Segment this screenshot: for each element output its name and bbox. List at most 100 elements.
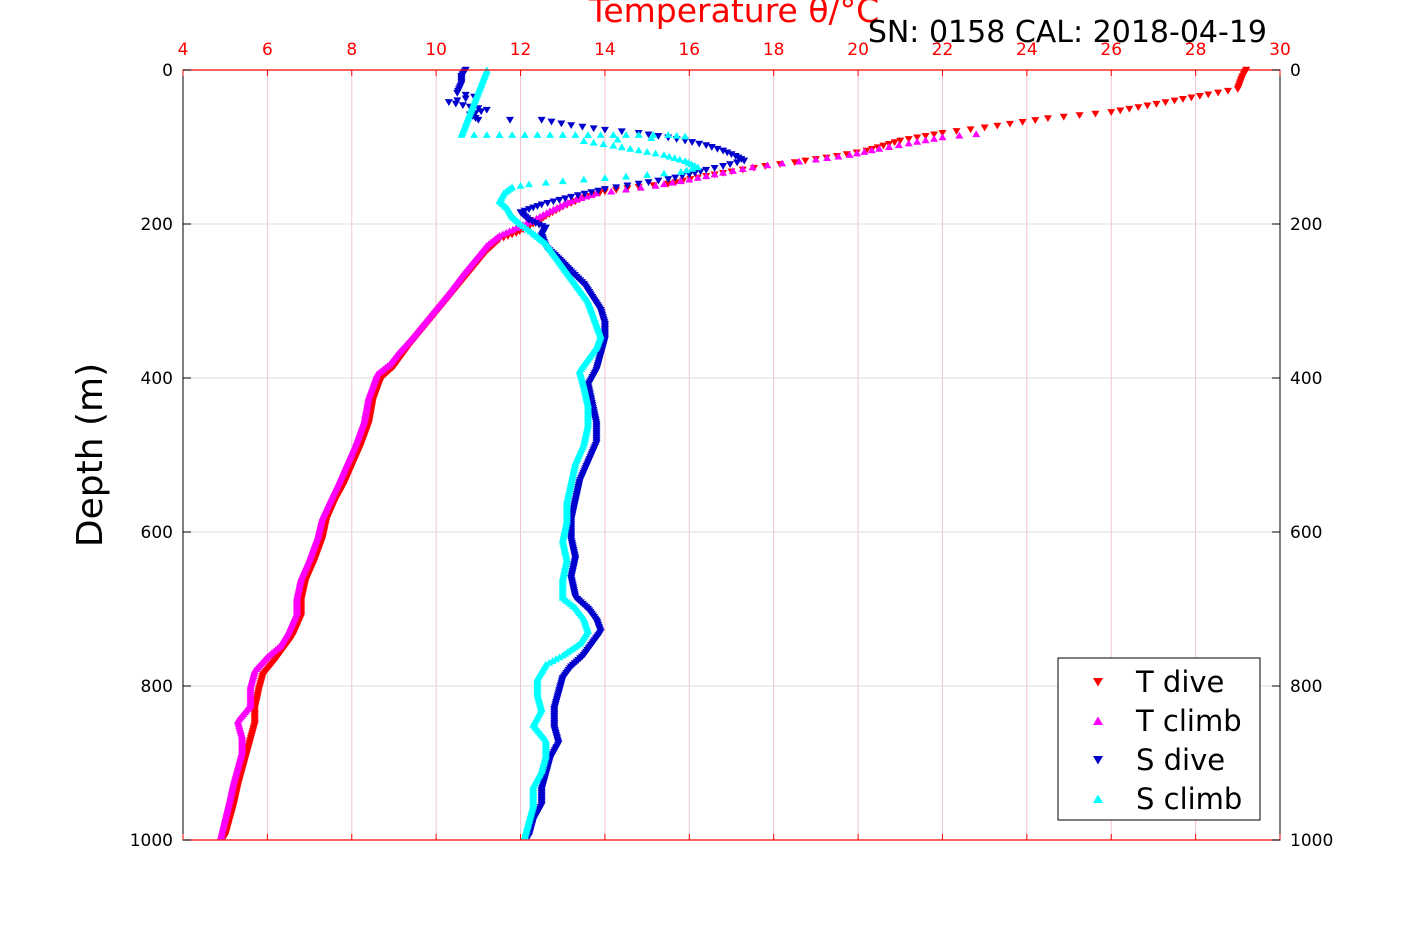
data-point	[710, 170, 719, 178]
data-point	[594, 187, 603, 195]
x-tick-label: 30	[1269, 40, 1291, 60]
data-point	[1214, 89, 1223, 97]
legend-marker	[1093, 716, 1103, 725]
data-point	[537, 116, 546, 124]
x-tick-label: 20	[847, 40, 869, 60]
data-point	[659, 180, 668, 188]
data-point	[644, 131, 653, 139]
data-point	[1161, 99, 1170, 107]
data-point	[670, 154, 679, 161]
data-point	[778, 159, 787, 167]
data-point	[634, 131, 643, 138]
data-point	[571, 131, 580, 138]
data-point	[543, 200, 552, 207]
data-point	[702, 172, 711, 180]
data-point	[596, 131, 605, 138]
data-point	[823, 154, 832, 161]
data-point	[693, 163, 702, 171]
data-point	[617, 143, 626, 151]
data-point	[733, 159, 742, 167]
data-point	[541, 178, 550, 186]
data-point	[671, 174, 680, 182]
data-point	[634, 180, 643, 188]
data-point	[728, 167, 737, 174]
data-point	[676, 168, 685, 175]
data-point	[740, 157, 749, 165]
data-point	[748, 163, 757, 171]
data-point	[693, 174, 702, 181]
data-point	[451, 100, 460, 108]
data-point	[453, 89, 462, 97]
data-point	[1195, 92, 1204, 100]
data-point	[1143, 102, 1152, 110]
data-point	[993, 122, 1002, 130]
data-point	[582, 192, 591, 200]
data-point	[1043, 115, 1052, 123]
data-point	[763, 161, 772, 169]
data-point	[609, 141, 618, 149]
series-layer	[216, 66, 1251, 840]
data-point	[470, 131, 479, 138]
data-point	[549, 198, 558, 206]
data-point	[607, 187, 616, 195]
data-point	[516, 181, 525, 189]
data-point	[795, 157, 804, 165]
data-point	[834, 152, 843, 160]
data-point	[617, 128, 626, 136]
y-tick-label-left: 1000	[130, 831, 173, 851]
data-point	[853, 149, 862, 157]
data-point	[555, 196, 564, 204]
data-point	[845, 151, 854, 158]
data-point	[676, 177, 685, 185]
chart-title: Temperature θ/°C	[588, 0, 879, 30]
data-point	[713, 145, 722, 153]
data-point	[904, 139, 913, 147]
data-point	[952, 128, 961, 135]
data-point	[651, 181, 660, 189]
y-tick-label-left: 200	[141, 215, 173, 235]
data-point	[921, 136, 930, 144]
data-point	[505, 116, 514, 124]
series-s-dive	[444, 66, 749, 840]
data-point	[801, 157, 810, 165]
serial-calibration-label: SN: 0158 CAL: 2018-04-19	[868, 15, 1267, 50]
data-point	[592, 189, 601, 197]
legend-entry-label: S climb	[1136, 782, 1242, 816]
y-axis-label: Depth (m)	[70, 363, 111, 547]
data-point	[885, 143, 894, 150]
y-tick-label-right: 800	[1290, 677, 1322, 697]
x-axis-ticks: 4 6 8 10 12 14 16 18 20 22 24 26 28 30	[178, 40, 1291, 840]
data-point	[668, 178, 677, 186]
data-point	[707, 144, 716, 151]
data-point	[1152, 100, 1161, 108]
data-point	[710, 164, 719, 172]
data-point	[647, 134, 656, 141]
data-point	[688, 164, 697, 172]
data-point	[938, 129, 947, 137]
data-point	[546, 131, 555, 138]
data-point	[557, 120, 566, 128]
data-point	[622, 172, 631, 180]
data-point	[626, 144, 635, 152]
data-point	[533, 131, 542, 138]
data-point	[904, 136, 913, 143]
data-point	[567, 122, 576, 130]
data-point	[672, 131, 681, 139]
data-point	[580, 190, 589, 198]
data-point	[1107, 109, 1116, 116]
data-point	[622, 131, 631, 138]
data-point	[723, 149, 732, 157]
data-point	[589, 125, 598, 133]
data-point	[558, 177, 567, 185]
data-point	[643, 171, 652, 178]
data-point	[913, 138, 922, 145]
x-tick-label: 24	[1016, 40, 1038, 60]
data-point	[495, 131, 504, 138]
data-point	[613, 135, 622, 143]
x-tick-label: 28	[1185, 40, 1207, 60]
data-point	[578, 123, 587, 131]
data-point	[584, 131, 593, 138]
data-point	[651, 149, 660, 157]
y-tick-label-right: 600	[1290, 523, 1322, 543]
